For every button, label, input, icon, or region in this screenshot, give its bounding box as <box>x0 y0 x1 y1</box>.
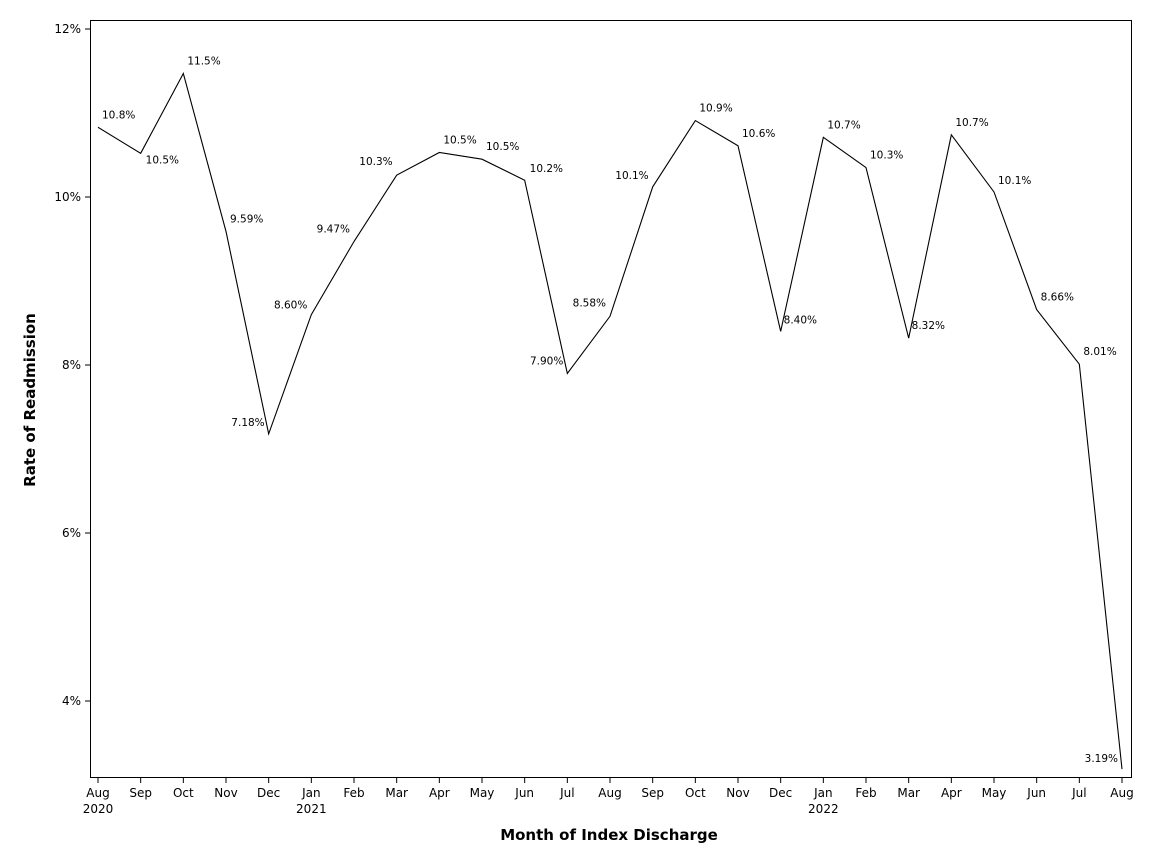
data-label: 9.59% <box>230 213 263 225</box>
y-tick-label: 12% <box>54 22 81 36</box>
x-tick-label: Dec <box>257 786 280 800</box>
data-label: 10.2% <box>530 163 563 175</box>
x-tick-label: Oct <box>685 786 706 800</box>
data-label: 10.8% <box>102 109 135 121</box>
x-year-label: 2020 <box>83 802 114 816</box>
data-label: 10.7% <box>955 117 988 129</box>
x-tick-label: Sep <box>129 786 152 800</box>
x-tick-label: Jun <box>1026 786 1046 800</box>
data-label: 10.3% <box>870 150 903 162</box>
x-tick-label: Aug <box>598 786 621 800</box>
x-tick-label: Nov <box>726 786 749 800</box>
series-line <box>97 72 1123 770</box>
x-tick-label: Feb <box>343 786 364 800</box>
data-label: 9.47% <box>317 224 350 236</box>
data-label: 10.5% <box>486 141 519 153</box>
x-tick-label: Apr <box>429 786 450 800</box>
y-axis: 4% 6% 8% 10% 12% <box>54 22 90 708</box>
data-label: 10.1% <box>998 175 1031 187</box>
x-tick-label: Oct <box>173 786 194 800</box>
y-tick-label: 8% <box>62 358 81 372</box>
x-axis: Aug Sep Oct Nov Dec Jan Feb Mar Apr May Jun Jul Aug S… <box>83 778 1134 816</box>
x-tick-label: Jun <box>514 786 534 800</box>
data-label: 7.90% <box>530 355 563 367</box>
x-tick-label: Dec <box>769 786 792 800</box>
data-label: 8.58% <box>573 297 606 309</box>
x-tick-label: May <box>982 786 1007 800</box>
x-tick-label: Mar <box>897 786 920 800</box>
x-tick-label: Aug <box>86 786 109 800</box>
x-tick-label: Jul <box>1071 786 1086 800</box>
x-tick-label: Feb <box>855 786 876 800</box>
x-tick-label: Mar <box>385 786 408 800</box>
data-label: 11.5% <box>187 56 220 68</box>
x-year-label: 2021 <box>296 802 327 816</box>
y-axis-title: Rate of Readmission <box>21 313 39 487</box>
data-label: 7.18% <box>231 417 264 429</box>
x-tick-label: May <box>470 786 495 800</box>
data-label: 10.6% <box>742 128 775 140</box>
data-labels: 10.8% 10.5% 11.5% 9.59% 7.18% 8.60% 9.47% 10.3%… <box>102 56 1118 766</box>
x-tick-label: Jan <box>813 786 833 800</box>
data-label: 3.19% <box>1085 753 1118 765</box>
data-label: 8.60% <box>274 300 307 312</box>
y-tick-label: 4% <box>62 694 81 708</box>
x-tick-label: Nov <box>214 786 237 800</box>
x-year-label: 2022 <box>808 802 839 816</box>
x-axis-title: Month of Index Discharge <box>500 826 718 844</box>
data-label: 8.40% <box>784 314 817 326</box>
x-tick-label: Apr <box>941 786 962 800</box>
data-label: 8.01% <box>1083 346 1116 358</box>
data-label: 10.1% <box>615 170 648 182</box>
plot-frame <box>90 20 1132 778</box>
data-label: 10.5% <box>146 154 179 166</box>
data-label: 8.32% <box>912 320 945 332</box>
x-tick-label: Aug <box>1110 786 1133 800</box>
data-label: 8.66% <box>1041 292 1074 304</box>
data-label: 10.3% <box>359 156 392 168</box>
x-tick-label: Sep <box>641 786 664 800</box>
x-tick-label: Jul <box>559 786 574 800</box>
data-label: 10.7% <box>827 119 860 131</box>
y-tick-label: 10% <box>54 190 81 204</box>
data-label: 10.5% <box>443 134 476 146</box>
y-tick-label: 6% <box>62 526 81 540</box>
data-label: 10.9% <box>699 103 732 115</box>
x-tick-label: Jan <box>301 786 321 800</box>
